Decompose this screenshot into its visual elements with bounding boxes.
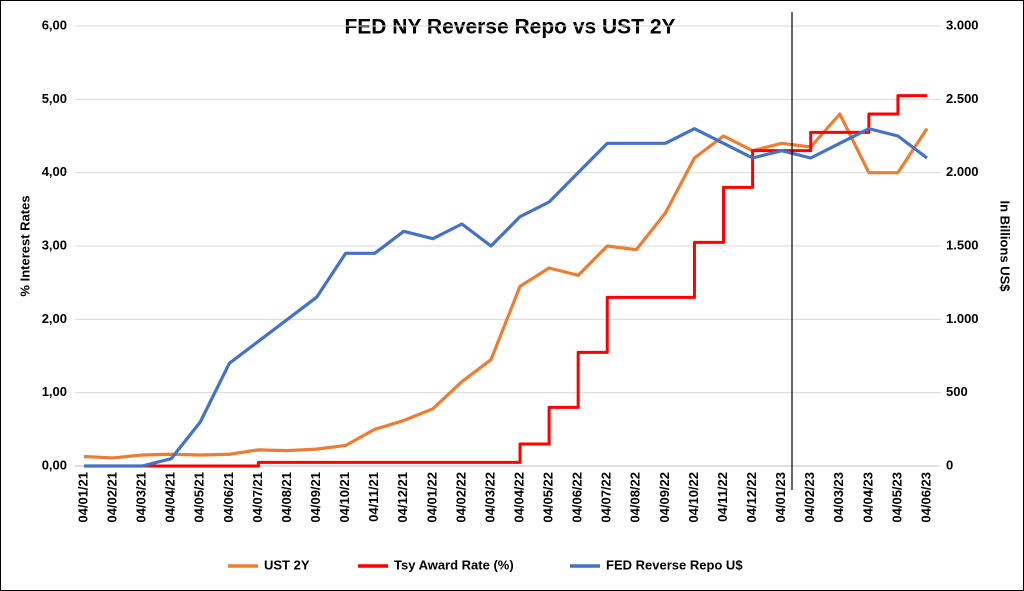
y2-tick-label: 1.500 — [946, 237, 979, 252]
x-tick-label: 04/02/22 — [453, 472, 468, 523]
x-tick-label: 04/03/23 — [831, 472, 846, 523]
y-tick-label: 0,00 — [42, 457, 67, 472]
x-tick-label: 04/02/21 — [105, 472, 120, 523]
x-tick-label: 04/07/21 — [250, 472, 265, 523]
x-tick-label: 04/12/22 — [744, 472, 759, 523]
y-axis-title: % Interest Rates — [17, 195, 32, 296]
x-tick-label: 04/06/22 — [570, 472, 585, 523]
x-tick-label: 04/10/22 — [686, 472, 701, 523]
y2-axis-title: In Billions US$ — [998, 200, 1013, 292]
x-tick-label: 04/09/21 — [308, 472, 323, 523]
x-tick-label: 04/05/23 — [889, 472, 904, 523]
y-tick-label: 5,00 — [42, 91, 67, 106]
x-tick-label: 04/12/21 — [395, 472, 410, 523]
series-line — [84, 127, 928, 468]
y2-tick-label: 2.500 — [946, 91, 979, 106]
x-tick-label: 04/04/22 — [511, 472, 526, 523]
x-tick-label: 04/11/21 — [366, 472, 381, 522]
legend-label: Tsy Award Rate (%) — [394, 557, 514, 572]
x-tick-label: 04/11/22 — [715, 472, 730, 522]
y-tick-label: 4,00 — [42, 164, 67, 179]
x-tick-label: 04/03/21 — [134, 472, 149, 523]
x-tick-label: 04/10/21 — [337, 472, 352, 523]
x-tick-label: 04/01/23 — [773, 472, 788, 523]
series-line — [83, 112, 929, 460]
y2-tick-label: 500 — [946, 384, 968, 399]
x-tick-label: 04/09/22 — [657, 472, 672, 523]
y-tick-label: 3,00 — [42, 237, 67, 252]
x-tick-label: 04/07/22 — [599, 472, 614, 523]
x-tick-label: 04/05/22 — [541, 472, 556, 523]
y-tick-label: 6,00 — [42, 17, 67, 32]
y-tick-label: 2,00 — [42, 311, 67, 326]
y2-tick-label: 2.000 — [946, 164, 979, 179]
x-tick-label: 04/01/21 — [75, 472, 90, 523]
y2-tick-label: 1.000 — [946, 311, 979, 326]
chart-title: FED NY Reverse Repo vs UST 2Y — [344, 16, 675, 39]
x-tick-label: 04/02/23 — [802, 472, 817, 523]
legend-label: FED Reverse Repo U$ — [606, 557, 743, 572]
x-tick-label: 04/08/21 — [279, 472, 294, 523]
x-tick-label: 04/06/23 — [918, 472, 933, 523]
y2-tick-label: 3.000 — [946, 17, 979, 32]
x-tick-label: 04/06/21 — [221, 472, 236, 523]
x-tick-label: 04/04/21 — [163, 472, 178, 523]
x-tick-label: 04/03/22 — [482, 472, 497, 523]
y-tick-label: 1,00 — [42, 384, 67, 399]
series-line — [84, 94, 927, 468]
y2-tick-label: 0 — [946, 457, 953, 472]
legend-label: UST 2Y — [264, 557, 310, 572]
x-tick-label: 04/04/23 — [860, 472, 875, 523]
x-tick-label: 04/01/22 — [424, 472, 439, 523]
x-tick-label: 04/05/21 — [192, 472, 207, 523]
x-tick-label: 04/08/22 — [628, 472, 643, 523]
